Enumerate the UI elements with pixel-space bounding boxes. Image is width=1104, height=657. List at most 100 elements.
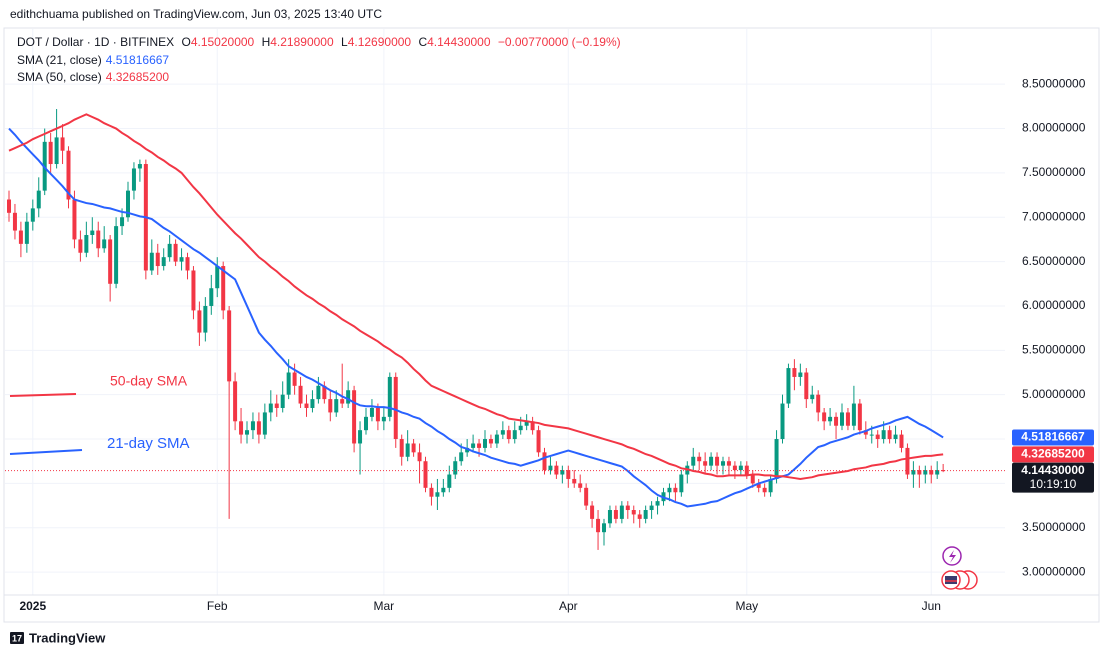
candle-body [36,190,41,209]
candle-body [542,452,547,471]
candle-body [233,381,238,422]
ohlc-label: O [181,35,191,49]
candle-body [60,137,65,151]
candle-body [54,137,59,165]
ohlc-value: 4.15020000 [190,35,255,49]
candle-body [471,443,476,448]
candle-body [137,164,142,169]
candle-body [518,425,523,431]
chart-frame [3,27,1100,623]
candle-body [221,266,226,311]
candle-body [786,368,791,404]
candle-body [340,399,345,404]
candle-body [887,430,892,440]
candle-body [923,470,928,475]
y-tick-label: 7.50000000 [1022,165,1086,179]
candle-body [488,439,493,444]
candle-body [881,430,886,440]
candle-body [459,452,464,462]
candle-body [78,239,83,253]
candle-body [358,430,363,444]
symbol[interactable]: DOT / Dollar · 1D · BITFINEX [17,35,175,49]
candle-body [292,372,297,386]
candle-body [447,474,452,488]
candle-body [387,376,392,417]
legend-main: DOT / Dollar · 1D · BITFINEX O4.15020000… [17,35,625,49]
candle-body [941,470,946,472]
legend-name[interactable]: SMA (21, close) [17,53,102,67]
candle-body [322,385,327,400]
candle-body [697,456,702,462]
candle-body [780,403,785,440]
candle-body [346,390,351,404]
candle-body [863,430,868,435]
candle-body [477,443,482,448]
flag-canton [945,576,957,584]
candle-body [917,470,922,475]
candle-body [756,483,761,488]
candle-body [435,492,440,497]
candle-body [191,270,196,311]
candle-body [762,487,767,493]
drawing-line [9,393,77,397]
candle-body [328,399,333,413]
candle-body [369,407,374,417]
candle-body [12,212,17,231]
candle-body [209,288,214,306]
candle-body [179,257,184,262]
legend-name[interactable]: SMA (50, close) [17,70,102,84]
candle-body [715,456,720,466]
y-tick-label: 6.50000000 [1022,254,1086,268]
candle-body [512,430,517,440]
brand-logo [10,632,24,644]
x-tick-label: Feb [207,599,228,613]
candle-body [893,434,898,440]
candle-body [625,505,630,511]
y-tick-label: 5.00000000 [1022,387,1086,401]
ohlc-label: L [341,35,348,49]
drawing-line [9,449,83,455]
candle-body [90,230,95,235]
candle-body [280,394,285,408]
candle-body [352,390,357,444]
x-tick-label: May [735,599,758,613]
y-tick-label: 3.50000000 [1022,520,1086,534]
candle-body [250,421,255,431]
candle-body [102,239,107,249]
candle-body [429,487,434,497]
candle-body [494,434,499,444]
candle-body [691,456,696,466]
candle-body [316,385,321,400]
candle-body [423,461,428,488]
candle-body [131,168,136,191]
candle-body [572,478,577,484]
candle-body [792,368,797,377]
annotation: 21-day SMA [107,435,190,452]
candle-body [381,416,386,422]
annotation: 50-day SMA [110,373,188,389]
candle-body [834,416,839,426]
candle-body [679,474,684,493]
candle-body [149,252,154,271]
candle-body [197,310,202,333]
candle-body [643,510,648,519]
price-badge-label: 4.32685200 [1021,447,1085,461]
candle-body [227,310,232,382]
candle-body [441,487,446,493]
candle-body [774,439,779,479]
candle-body [584,487,589,506]
candle-body [262,412,267,435]
candle-body [869,434,874,436]
price-badge-label: 4.51816667 [1021,430,1085,444]
candle-body [405,443,410,457]
candle-body [274,403,279,408]
candle-body [364,416,368,431]
candle-body [334,399,339,413]
candle-body [108,239,113,284]
candle-body [84,234,89,253]
candle-body [596,518,601,533]
candle-body [840,412,844,426]
candle-body [619,505,624,519]
